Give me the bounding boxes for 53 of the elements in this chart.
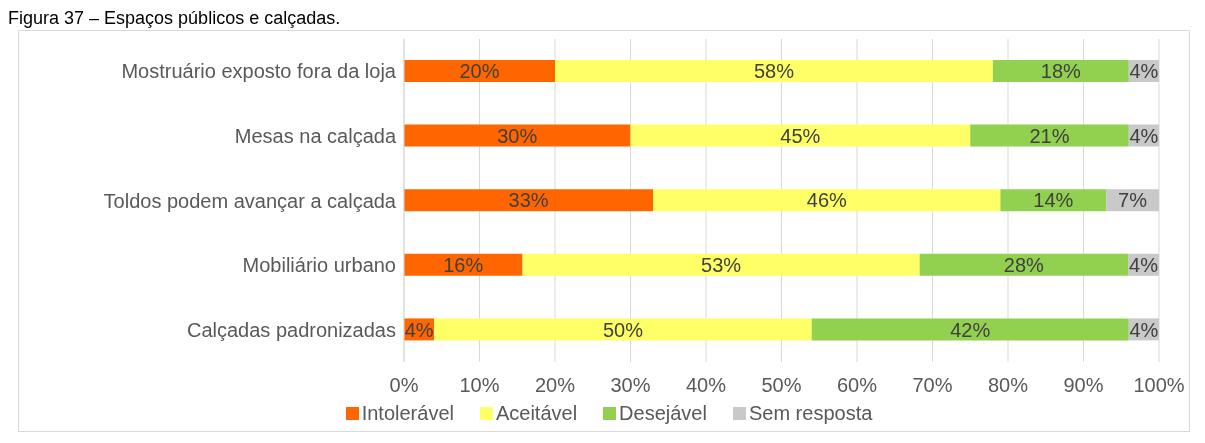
x-tick-label: 90% [1063, 374, 1104, 397]
x-tick-label: 70% [912, 374, 953, 397]
y-tick-label: Toldos podem avançar a calçada [103, 189, 397, 212]
data-label: 21% [1029, 124, 1070, 147]
x-tick-label: 60% [836, 374, 878, 397]
bar [811, 318, 1129, 341]
data-label: 45% [780, 124, 821, 147]
x-tick-label: 100% [1133, 374, 1185, 397]
bar [555, 60, 993, 82]
bar [653, 189, 1001, 212]
x-tick-label: 0% [389, 374, 419, 397]
data-label: 58% [753, 60, 795, 83]
data-label: 4% [1129, 124, 1159, 147]
legend-label: Sem resposta [748, 402, 873, 425]
data-label: 4% [404, 318, 434, 341]
bar [522, 253, 920, 276]
data-label: 4% [1129, 253, 1159, 276]
x-tick-label: 50% [761, 374, 802, 397]
data-label: 18% [1040, 60, 1082, 83]
legend-label: Aceitável [495, 402, 578, 425]
data-label: 16% [443, 253, 484, 276]
x-tick-label: 20% [534, 374, 576, 397]
data-label: 53% [701, 253, 742, 276]
x-tick-label: 80% [987, 374, 1029, 397]
y-tick-label: Mesas na calçada [234, 125, 397, 147]
data-label: 42% [950, 318, 991, 341]
data-label: 20% [459, 60, 500, 83]
x-tick-label: 30% [610, 374, 651, 397]
data-label: 4% [1129, 60, 1159, 83]
y-tick-label: Mobiliário urbano [242, 254, 396, 277]
bar [970, 124, 1129, 147]
legend-label: Desejável [619, 402, 707, 425]
bar [404, 189, 654, 212]
bar [630, 124, 971, 147]
legend-label: Intolerável [361, 402, 454, 425]
data-label: 50% [602, 318, 644, 341]
y-tick-label: Mostruário exposto fora da loja [121, 60, 397, 83]
bar [992, 60, 1129, 82]
bar [434, 318, 812, 341]
text: Figura 37 – Espaços públicos e calçadas. [8, 8, 342, 30]
data-label: 28% [1003, 253, 1045, 276]
x-tick-label: 40% [685, 374, 727, 397]
data-label: 7% [1118, 189, 1148, 212]
data-label: 30% [497, 124, 538, 147]
bar [404, 124, 631, 147]
data-label: 14% [1033, 189, 1074, 212]
y-tick-label: Calçadas padronizadas [186, 318, 396, 341]
data-label: 46% [806, 189, 848, 212]
bar [404, 60, 555, 82]
data-label: 33% [508, 189, 549, 212]
bar [919, 253, 1129, 276]
data-label: 4% [1129, 318, 1159, 341]
x-tick-label: 10% [459, 374, 500, 397]
